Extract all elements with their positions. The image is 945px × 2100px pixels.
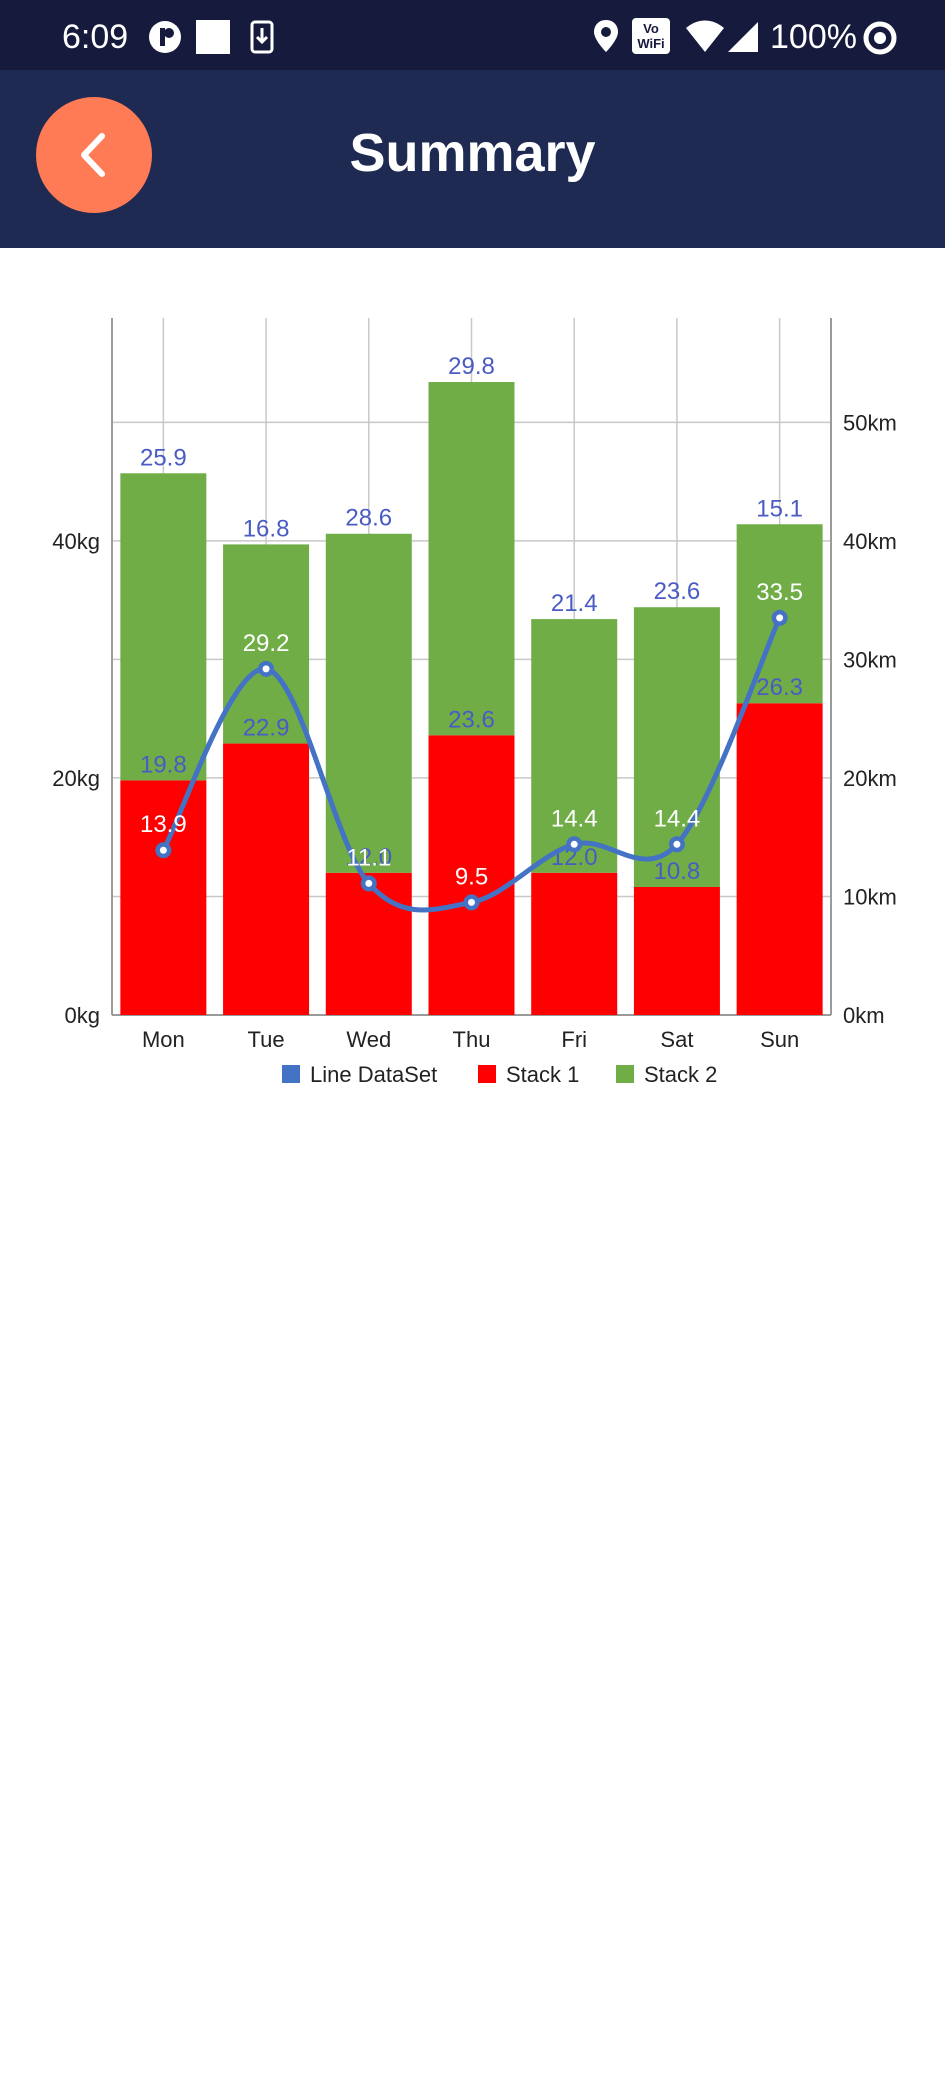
x-axis-category-label: Thu (453, 1027, 491, 1052)
stack-1-value-label: 10.8 (654, 858, 701, 885)
cell-signal-icon (728, 22, 758, 52)
legend-label: Stack 2 (644, 1062, 717, 1087)
line-value-label: 14.4 (654, 805, 701, 832)
summary-chart-container: 0km 10km 20km 30km 40km 50km 0kg 20kg 40kg 19.8 25… (0, 248, 945, 1108)
right-axis-tick-label: 40km (843, 529, 897, 554)
legend-label: Stack 1 (506, 1062, 579, 1087)
x-axis-category-label: Sun (760, 1027, 799, 1052)
line-point-center (365, 879, 373, 887)
bar-stack-1 (736, 703, 823, 1015)
line-value-label: 33.5 (756, 579, 803, 606)
x-axis-category-label: Fri (561, 1027, 587, 1052)
stack-1-value-label: 19.8 (140, 751, 187, 778)
legend-swatch (616, 1065, 634, 1083)
stack-2-value-label: 21.4 (551, 590, 598, 617)
line-point-center (570, 840, 578, 848)
legend-swatch (478, 1065, 496, 1083)
x-axis-category-label: Sat (660, 1027, 693, 1052)
left-axis-tick-label: 0kg (65, 1003, 100, 1028)
left-axis-tick-label: 20kg (52, 766, 100, 791)
right-axis-tick-label: 30km (843, 647, 897, 672)
bar-stack-1 (428, 735, 515, 1015)
line-value-label: 11.1 (346, 844, 391, 871)
battery-ring-icon (863, 21, 897, 55)
bar-stack-2 (428, 382, 515, 736)
line-value-label: 13.9 (140, 811, 187, 838)
stack-2-value-label: 29.8 (448, 353, 495, 380)
line-value-label: 29.2 (243, 630, 290, 657)
download-icon (250, 20, 274, 54)
stack-1-value-label: 23.6 (448, 706, 495, 733)
status-bar: 6:09 Vo WiFi 100% (0, 0, 945, 70)
stack-1-value-label: 26.3 (756, 674, 803, 701)
left-axis-tick-label: 40kg (52, 529, 100, 554)
right-axis-tick-label: 20km (843, 766, 897, 791)
wifi-icon (686, 20, 724, 52)
chevron-left-icon (81, 133, 105, 177)
stack-1-value-label: 22.9 (243, 715, 290, 742)
stack-2-value-label: 16.8 (243, 515, 290, 542)
line-value-label: 14.4 (551, 805, 598, 832)
legend-label: Line DataSet (310, 1062, 437, 1087)
line-point-center (159, 846, 167, 854)
line-value-label: 9.5 (455, 863, 488, 890)
x-axis-category-label: Wed (346, 1027, 391, 1052)
right-axis-tick-label: 0km (843, 1003, 885, 1028)
legend-swatch (282, 1065, 300, 1083)
app-bar: Summary (0, 70, 945, 248)
x-axis-category-label: Tue (248, 1027, 285, 1052)
vowifi-icon: Vo WiFi (632, 18, 670, 54)
bar-stack-1 (223, 743, 310, 1015)
bar-stack-1 (633, 886, 720, 1015)
stack-2-value-label: 15.1 (756, 495, 803, 522)
page-title: Summary (349, 123, 596, 183)
battery-percent: 100% (770, 18, 857, 56)
stack-2-value-label: 28.6 (345, 505, 392, 532)
line-point-center (673, 840, 681, 848)
bar-stack-2 (531, 619, 618, 873)
bar-stack-1 (120, 780, 207, 1015)
bar-stack-2 (325, 533, 412, 873)
status-time: 6:09 (62, 18, 129, 56)
bar-stack-1 (325, 872, 412, 1015)
right-axis-tick-label: 50km (843, 410, 897, 435)
back-button[interactable] (36, 97, 152, 213)
line-point-center (262, 665, 270, 673)
stack-2-value-label: 23.6 (654, 578, 701, 605)
vowifi-badge-top: Vo (643, 21, 659, 36)
bar-stack-2 (120, 473, 207, 781)
square-notification-icon (196, 20, 230, 54)
stack-2-value-label: 25.9 (140, 444, 187, 471)
right-axis-tick-label: 10km (843, 884, 897, 909)
summary-chart: 0km 10km 20km 30km 40km 50km 0kg 20kg 40kg 19.8 25… (52, 318, 897, 1087)
line-point-center (468, 898, 475, 906)
bar-stack-1 (531, 872, 618, 1015)
x-axis-category-label: Mon (142, 1027, 185, 1052)
app-notification-icon (149, 21, 181, 53)
location-icon (594, 20, 618, 52)
line-point-center (776, 614, 784, 622)
vowifi-badge-bottom: WiFi (637, 36, 665, 51)
